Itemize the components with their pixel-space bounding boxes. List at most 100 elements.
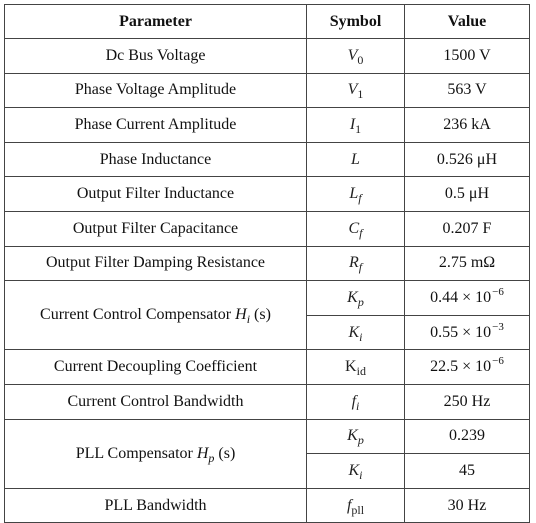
value-cell: 0.239: [404, 418, 530, 455]
symbol-subscript: f: [358, 260, 363, 275]
parameter-cell: PLL Bandwidth: [4, 487, 307, 523]
symbol-base: L: [349, 185, 359, 203]
symbol-cell: V0: [306, 38, 405, 74]
parameter-cell: Dc Bus Voltage: [4, 38, 307, 74]
value-mantissa: 0.55 × 10: [430, 323, 492, 341]
parameter-cell: Phase Voltage Amplitude: [4, 72, 307, 109]
symbol-cell: I1: [306, 107, 405, 143]
symbol-base: L: [351, 150, 360, 168]
transfer-function-subscript: i: [246, 312, 251, 327]
symbol-cell: Rf: [306, 245, 405, 282]
symbol-subscript: f: [359, 225, 363, 240]
symbol-base: K: [348, 323, 360, 341]
symbol-base: R: [348, 254, 359, 272]
symbol-subscript: 0: [357, 52, 364, 67]
table-row: Output Filter Capacitance Cf 0.207 F: [4, 210, 530, 247]
table-row: Phase Inductance L 0.526 μH: [4, 141, 530, 178]
parameter-text: Current Control Compensator: [40, 306, 236, 324]
symbol-subscript: 1: [357, 87, 364, 102]
parameters-table: Parameter Symbol Value Dc Bus Voltage V0…: [4, 4, 530, 523]
value-cell: 250 Hz: [404, 383, 530, 420]
parameter-cell: Output Filter Damping Resistance: [4, 245, 307, 282]
symbol-subscript: p: [357, 433, 364, 448]
value-exponent: −6: [492, 285, 504, 298]
symbol-subscript: p: [357, 294, 364, 309]
table-row: Current Control Bandwidth fi 250 Hz: [4, 383, 530, 420]
parameter-cell-pll-compensator: PLL Compensator Hp (s): [4, 418, 307, 489]
table-row: Phase Voltage Amplitude V1 563 V: [4, 72, 530, 109]
symbol-subscript: 1: [355, 121, 362, 136]
table-row: Output Filter Damping Resistance Rf 2.75…: [4, 245, 530, 282]
symbol-base: K: [345, 358, 357, 376]
symbol-cell: V1: [306, 72, 405, 109]
value-cell: 0.44 × 10−6: [404, 280, 530, 316]
parameter-cell: Phase Current Amplitude: [4, 107, 307, 143]
table-row: Phase Current Amplitude I1 236 kA: [4, 107, 530, 143]
parameter-cell: Current Control Bandwidth: [4, 383, 307, 420]
header-value: Value: [404, 4, 530, 39]
symbol-subscript: id: [356, 364, 366, 379]
value-cell: 0.55 × 10−3: [404, 314, 530, 351]
value-mantissa: 0.44 × 10: [430, 288, 492, 306]
table-row: PLL Bandwidth fpll 30 Hz: [4, 487, 530, 523]
parameter-cell: Output Filter Capacitance: [4, 210, 307, 247]
value-exponent: −3: [492, 320, 504, 333]
symbol-base: K: [348, 461, 360, 479]
header-row: Parameter Symbol Value: [4, 4, 530, 39]
parameter-cell: Current Decoupling Coefficient: [4, 349, 307, 385]
symbol-base: V: [347, 46, 358, 64]
symbol-subscript: i: [359, 467, 363, 482]
symbol-cell: fpll: [306, 487, 405, 523]
value-cell: 236 kA: [404, 107, 530, 143]
symbol-subscript: i: [359, 329, 363, 344]
symbol-subscript: pll: [351, 502, 365, 517]
table-row: Current Control Compensator Hi (s) Kp 0.…: [4, 280, 530, 351]
transfer-function-symbol: H: [235, 306, 247, 324]
transfer-function-symbol: H: [196, 444, 209, 462]
transfer-function-argument: (s): [214, 444, 236, 462]
transfer-function-subscript: p: [208, 450, 215, 465]
parameter-cell-current-compensator: Current Control Compensator Hi (s): [4, 280, 307, 351]
symbol-base: K: [347, 288, 358, 306]
symbol-subscript: i: [356, 398, 360, 413]
table-row: PLL Compensator Hp (s) Kp 0.239: [4, 418, 530, 489]
value-cell: 0.526 μH: [404, 141, 530, 178]
symbol-base: I: [349, 115, 356, 133]
symbol-cell: Kid: [306, 349, 405, 385]
value-cell: 0.5 μH: [404, 176, 530, 212]
symbol-cell: Ki: [306, 453, 405, 489]
symbol-cell: L: [306, 141, 405, 178]
symbol-cell: Kp: [306, 280, 405, 316]
table-row: Output Filter Inductance Lf 0.5 μH: [4, 176, 530, 212]
table-row: Current Decoupling Coefficient Kid 22.5 …: [4, 349, 530, 385]
table-row: Dc Bus Voltage V0 1500 V: [4, 38, 530, 74]
symbol-base: f: [351, 392, 357, 410]
value-cell: 1500 V: [404, 38, 530, 74]
table-row: Ki 45: [5, 453, 530, 489]
symbol-base: f: [346, 496, 352, 514]
symbol-cell: Lf: [306, 176, 405, 212]
transfer-function-argument: (s): [250, 306, 271, 324]
value-exponent: −6: [492, 355, 504, 368]
value-cell: 45: [404, 453, 530, 489]
value-mantissa: 22.5 × 10: [430, 358, 492, 376]
value-cell: 0.207 F: [404, 210, 530, 247]
symbol-cell: Cf: [306, 210, 405, 247]
parameter-text: PLL Compensator: [75, 444, 197, 462]
symbol-base: V: [347, 81, 358, 99]
symbol-base: K: [347, 427, 358, 445]
symbol-cell: Kp: [306, 418, 405, 455]
symbol-cell: fi: [306, 383, 405, 420]
header-symbol: Symbol: [306, 4, 405, 39]
value-cell: 563 V: [404, 72, 530, 109]
value-cell: 2.75 mΩ: [404, 245, 530, 282]
symbol-subscript: f: [358, 191, 362, 206]
value-cell: 22.5 × 10−6: [404, 349, 530, 385]
value-cell: 30 Hz: [404, 487, 530, 523]
parameter-cell: Phase Inductance: [4, 141, 307, 178]
symbol-base: C: [348, 219, 360, 237]
parameter-cell: Output Filter Inductance: [4, 176, 307, 212]
symbol-cell: Ki: [306, 314, 405, 351]
table-row: Ki 0.55 × 10−3: [5, 314, 530, 351]
